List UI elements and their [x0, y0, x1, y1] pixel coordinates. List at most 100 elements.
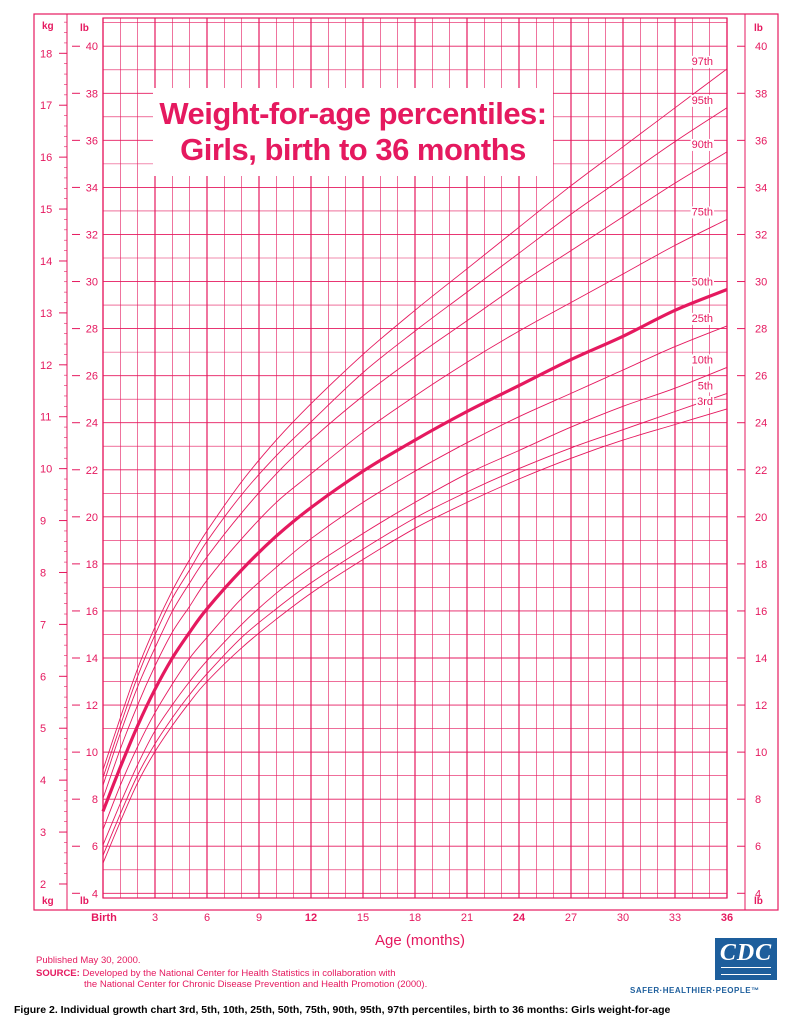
lb-tick-label-right: 10: [755, 747, 767, 759]
x-tick-label: 6: [204, 912, 210, 924]
source-line-2: the National Center for Chronic Disease …: [84, 979, 428, 990]
kg-tick-label: 18: [40, 48, 52, 60]
lb-tick-label-left: 24: [86, 418, 98, 430]
lb-tick-label-left: 40: [86, 41, 98, 53]
lb-tick-label-right: 18: [755, 559, 767, 571]
lb-tick-label-left: 20: [86, 512, 98, 524]
x-tick-label: Birth: [91, 912, 117, 924]
chart-frame: [33, 13, 779, 911]
percentile-label-97th: 97th: [692, 56, 713, 68]
lb-tick-label-right: 26: [755, 371, 767, 383]
chart-title: Weight-for-age percentiles: Girls, birth…: [153, 88, 553, 176]
lb-tick-label-left: 14: [86, 653, 98, 665]
kg-unit-label: kg: [42, 21, 54, 32]
lb-tick-label-left: 32: [86, 229, 98, 241]
lb-tick-label-left: 36: [86, 135, 98, 147]
percentile-label-bg: [690, 55, 714, 68]
lb-tick-label-right: 14: [755, 653, 767, 665]
source-note: SOURCE: Developed by the National Center…: [36, 968, 427, 990]
percentile-curves: [101, 68, 728, 864]
percentile-label-75th: 75th: [692, 206, 713, 218]
kg-tick-label: 5: [40, 723, 46, 735]
lb-tick-label-right: 12: [755, 700, 767, 712]
cdc-logo: CDC: [715, 938, 777, 980]
percentile-label-bg: [696, 395, 714, 408]
percentile-label-bg: [690, 206, 714, 219]
lb-tick-label-left: 10: [86, 747, 98, 759]
kg-unit-label-bottom: kg: [42, 896, 54, 907]
x-tick-label: 27: [565, 912, 577, 924]
kg-tick-label: 6: [40, 671, 46, 683]
x-tick-label: 21: [461, 912, 473, 924]
kg-tick-label: 15: [40, 204, 52, 216]
percentile-label-bg: [690, 276, 714, 289]
percentile-label-50th: 50th: [692, 277, 713, 289]
lb-tick-label-right: 20: [755, 512, 767, 524]
percentile-curve-25th: [102, 325, 728, 830]
lb-tick-label-right: 4: [755, 888, 761, 900]
percentile-label-bg: [690, 354, 714, 367]
lb-unit-label-bottom-left: lb: [80, 896, 89, 907]
lb-tick-label-right: 28: [755, 324, 767, 336]
lb-tick-label-right: 8: [755, 794, 761, 806]
percentile-labels: 3rd 5th 10th 25th 50th 75th 90th 95th 97th: [690, 55, 714, 408]
lb-tick-label-right: 32: [755, 229, 767, 241]
x-tick-label: 30: [617, 912, 629, 924]
x-tick-label: 15: [357, 912, 369, 924]
percentile-label-10th: 10th: [692, 354, 713, 366]
lb-tick-label-left: 30: [86, 277, 98, 289]
percentile-curve-3rd: [102, 408, 728, 864]
kg-tick-label: 12: [40, 360, 52, 372]
lb-unit-label-bottom-right: lb: [754, 896, 763, 907]
kg-tick-label: 7: [40, 619, 46, 631]
percentile-curve-10th: [102, 366, 728, 846]
kg-tick-label: 14: [40, 256, 52, 268]
percentile-curve-90th: [102, 151, 728, 786]
x-tick-label: 18: [409, 912, 421, 924]
cdc-logo-stripes: [721, 967, 771, 975]
x-tick-label: 9: [256, 912, 262, 924]
figure-caption: Figure 2. Individual growth chart 3rd, 5…: [14, 1004, 671, 1016]
lb-tick-label-left: 12: [86, 700, 98, 712]
percentile-curve-95th: [102, 107, 728, 778]
percentile-label-3rd: 3rd: [697, 396, 713, 408]
x-tick-label: 3: [152, 912, 158, 924]
percentile-curve-50th: [101, 288, 728, 812]
lb-tick-label-left: 4: [92, 888, 98, 900]
kg-tick-label: 3: [40, 827, 46, 839]
lb-tick-label-left: 26: [86, 371, 98, 383]
lb-unit-label-left: lb: [80, 23, 89, 34]
chart-title-line-1: Weight-for-age percentiles:: [159, 96, 547, 131]
source-line-1: Developed by the National Center for Hea…: [79, 968, 396, 979]
cdc-logo-letters: CDC: [719, 940, 773, 966]
percentile-label-bg: [690, 94, 714, 107]
kg-tick-label: 8: [40, 567, 46, 579]
lb-unit-label-right: lb: [754, 23, 763, 34]
lb-tick-label-right: 24: [755, 418, 767, 430]
lb-tick-label-left: 22: [86, 465, 98, 477]
x-tick-label: 36: [721, 912, 733, 924]
lb-tick-label-left: 34: [86, 182, 98, 194]
lb-tick-label-right: 22: [755, 465, 767, 477]
kg-tick-label: 2: [40, 879, 46, 891]
published-date: Published May 30, 2000.: [36, 955, 141, 966]
kg-tick-label: 16: [40, 152, 52, 164]
lb-tick-label-left: 16: [86, 606, 98, 618]
percentile-curve-75th: [102, 218, 728, 799]
lb-tick-label-right: 34: [755, 182, 767, 194]
x-tick-label: 33: [669, 912, 681, 924]
kg-tick-label: 9: [40, 516, 46, 528]
chart-title-line-2: Girls, birth to 36 months: [180, 132, 526, 167]
cdc-tagline: SAFER·HEALTHIER·PEOPLE™: [630, 986, 760, 995]
x-axis-label: Age (months): [374, 932, 466, 949]
lb-tick-label-left: 18: [86, 559, 98, 571]
percentile-curve-97th: [102, 68, 728, 770]
percentile-label-95th: 95th: [692, 95, 713, 107]
kg-tick-label: 17: [40, 100, 52, 112]
lb-tick-label-left: 8: [92, 794, 98, 806]
kg-tick-label: 4: [40, 775, 46, 787]
lb-tick-label-right: 16: [755, 606, 767, 618]
lb-tick-label-right: 30: [755, 277, 767, 289]
lb-tick-label-right: 38: [755, 88, 767, 100]
